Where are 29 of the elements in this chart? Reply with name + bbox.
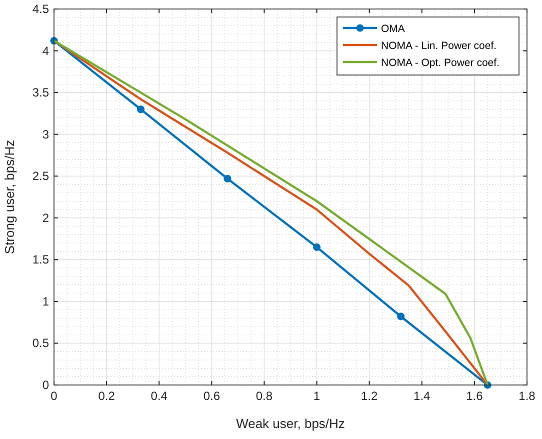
legend-label: OMA: [381, 23, 405, 35]
x-tick-label: 0.2: [98, 389, 116, 403]
point: [136, 105, 145, 114]
y-tick-label: 1.5: [32, 252, 50, 267]
legend-label: NOMA - Opt. Power coef.: [381, 57, 500, 69]
y-tick-label: 3.5: [32, 86, 50, 100]
y-tick-label: 3: [42, 127, 50, 142]
x-tick-label: 0.6: [203, 389, 220, 403]
x-axis-title: Weak user, bps/Hz: [236, 416, 345, 431]
y-axis-title: Strong user, bps/Hz: [2, 140, 17, 254]
x-tick-label: 0.4: [150, 389, 168, 403]
y-tick-label: 4: [42, 44, 50, 58]
x-tick-label: 1.6: [466, 389, 484, 403]
x-tick-label: 1.4: [414, 389, 431, 403]
y-tick-label: 0.5: [32, 336, 50, 350]
x-tick-label: 1.2: [360, 389, 378, 403]
y-tick-label: 2: [42, 210, 50, 225]
point: [224, 174, 232, 182]
point: [397, 312, 405, 320]
x-tick-label: 1.8: [518, 389, 536, 403]
legend-label: NOMA - Lin. Power coef.: [381, 40, 497, 52]
x-tick-label: 0: [50, 389, 58, 403]
y-tick-label: 0: [42, 378, 50, 392]
x-tick-label: 1: [313, 389, 320, 403]
y-tick-label: 2.5: [32, 169, 50, 184]
y-tick-label: 4.5: [32, 2, 50, 16]
y-tick-label: 1: [42, 294, 50, 308]
x-tick-label: 0.8: [256, 389, 273, 403]
point: [312, 243, 321, 251]
